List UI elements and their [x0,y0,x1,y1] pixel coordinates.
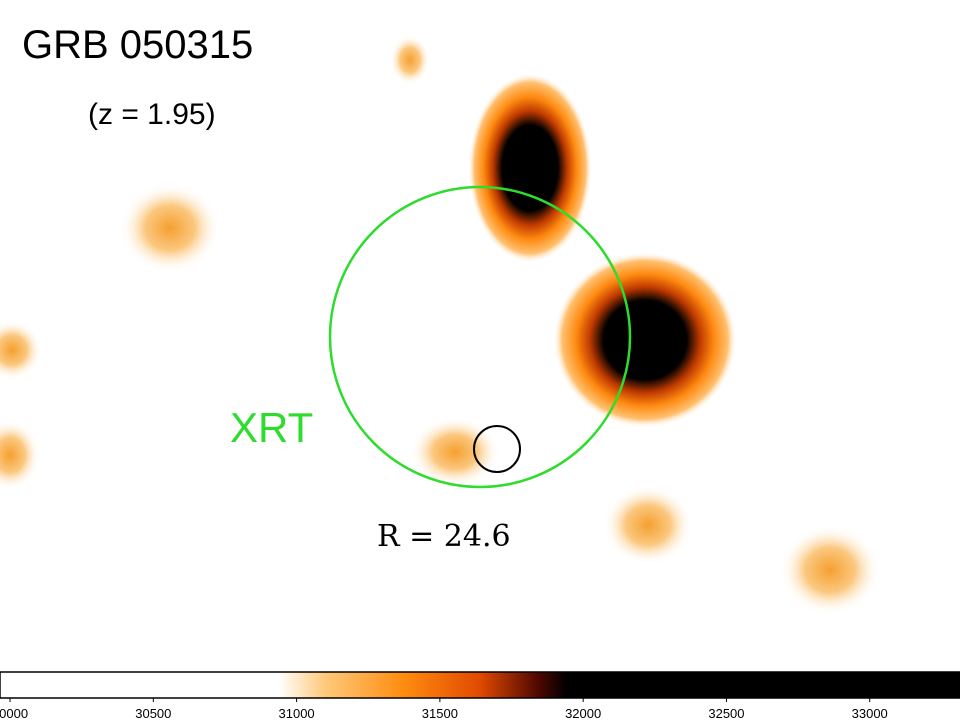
bright-source [468,73,592,263]
faint-source [390,35,430,85]
faint-source [0,320,42,380]
faint-source [0,420,40,490]
colorbar-tick-label: 31000 [279,706,315,720]
colorbar-ticks: 30000 30500 31000 31500 32000 32500 33000 [0,698,888,720]
colorbar-tick-label: 32500 [708,706,744,720]
bright-source [553,252,737,428]
faint-source [603,485,693,565]
colorbar-tick-label: 33000 [852,706,888,720]
magnitude-label: R = 24.6 [377,519,511,554]
xrt-label: XRT [230,404,313,451]
colorbar-tick-label: 30500 [135,706,171,720]
faint-source [120,183,220,273]
faint-source [780,525,880,615]
redshift: (z = 1.95) [88,98,216,131]
faint-source [410,417,500,487]
colorbar-tick-label: 30000 [0,706,28,720]
xrt-error-circle [328,185,632,489]
colorbar-tick-label: 32000 [565,706,601,720]
colorbar [0,671,960,699]
host-circle [473,425,521,473]
title: GRB 050315 [22,23,253,67]
colorbar-tick-label: 31500 [422,706,458,720]
sources [0,35,880,615]
